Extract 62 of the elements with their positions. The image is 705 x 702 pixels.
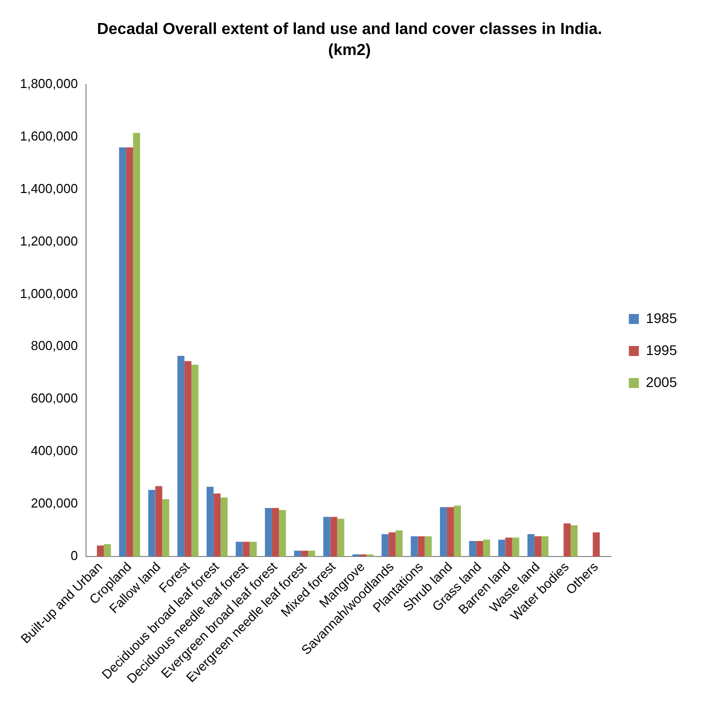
bar [148,490,156,556]
bar [388,532,396,556]
bar [214,494,221,556]
bar [155,486,162,556]
bar [396,530,403,556]
bar [294,550,302,556]
bar [264,508,272,556]
y-tick-label: 600,000 [30,390,78,406]
bar [498,540,506,556]
bar [191,364,198,556]
legend-label: 1995 [646,342,678,358]
y-tick-label: 200,000 [30,496,78,511]
y-tick-label: 1,000,000 [20,286,78,301]
bar [177,356,184,556]
bar [469,540,476,556]
bar [272,508,279,556]
bar [308,550,316,556]
bar [541,536,548,556]
y-tick-label: 1,600,000 [20,128,78,144]
bar [564,523,571,556]
bar [505,538,512,556]
bar [446,507,454,556]
bar [104,544,111,556]
bar [382,534,389,556]
bar [250,542,257,556]
bar [424,536,432,556]
legend-label: 1985 [646,310,678,326]
bar [133,132,140,556]
bar [418,536,425,556]
bar [242,542,250,556]
bar [527,534,534,556]
bar [570,525,578,556]
y-tick-label: 0 [70,548,78,564]
y-tick-label: 1,400,000 [20,180,78,196]
bar [96,545,104,556]
chart-subtitle: (km2) [328,42,371,60]
bar [330,516,338,556]
bar [337,518,344,556]
bar [512,538,520,556]
bar [236,542,243,556]
bar [454,506,461,556]
bar [410,536,418,556]
bar [592,532,600,556]
y-tick-label: 1,800,000 [20,76,78,91]
bar [483,540,490,556]
bar [162,499,170,556]
bar [206,486,214,556]
bar [301,550,308,556]
bar [440,507,447,556]
y-tick-label: 1,200,000 [20,233,78,248]
chart-title: Decadal Overall extent of land use and land cover classes in India. [96,21,602,38]
bar [126,147,134,556]
bar [476,540,484,556]
bar [220,497,228,556]
bar [534,536,542,556]
legend-label: 2005 [646,374,678,390]
bar [323,516,330,556]
y-tick-label: 400,000 [30,443,78,458]
bar [278,510,286,556]
bar [184,361,192,556]
bar [119,147,126,556]
y-tick-label: 800,000 [30,338,78,354]
